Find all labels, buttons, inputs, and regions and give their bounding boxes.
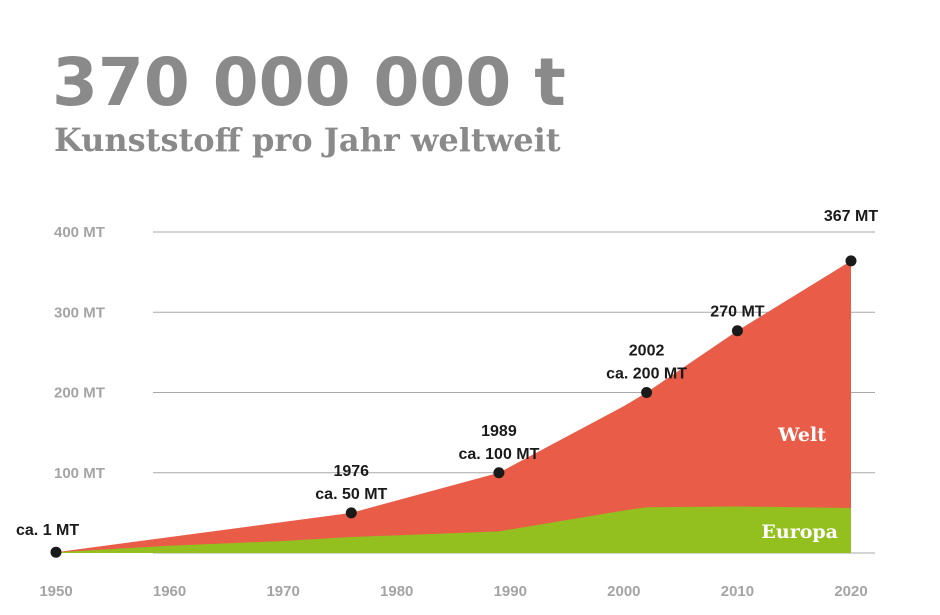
x-tick-label: 2010 [721, 583, 754, 600]
area-series [56, 260, 851, 553]
y-tick-label: 400 MT [54, 224, 105, 241]
x-tick-label: 1990 [494, 583, 527, 600]
data-point-label: ca. 1 MT [16, 522, 79, 539]
series-labels: Welt Europa [761, 424, 838, 543]
y-tick-label: 200 MT [54, 385, 105, 402]
data-point-marker [493, 467, 505, 479]
data-point-label: 1976 [333, 463, 369, 480]
headline-subtitle: Kunststoff pro Jahr weltweit [54, 121, 561, 159]
data-point-label: ca. 200 MT [606, 366, 687, 383]
area-welt [56, 260, 851, 553]
data-point-label: 1989 [481, 423, 517, 440]
x-tick-label: 2000 [607, 583, 640, 600]
data-point-marker [50, 546, 62, 558]
data-point-label: ca. 50 MT [315, 486, 387, 503]
data-point-marker [641, 387, 653, 398]
series-label-europa: Europa [761, 521, 838, 543]
data-point-marker [345, 507, 357, 519]
data-point-label: 270 MT [710, 304, 764, 321]
x-tick-label: 2020 [834, 583, 867, 600]
data-point-label: ca. 100 MT [458, 446, 539, 463]
headline-title: 370 000 000 t [52, 44, 566, 121]
axis-tick-labels: 100 MT 200 MT 300 MT 400 MT 1950 1960 1970 1980… [39, 224, 867, 600]
y-tick-label: 300 MT [54, 304, 105, 321]
area-europa [56, 506, 851, 553]
x-tick-label: 1980 [380, 583, 413, 600]
y-tick-label: 100 MT [54, 465, 105, 482]
x-tick-label: 1970 [266, 583, 299, 600]
data-points: ca. 1 MT 1976 ca. 50 MT 1989 ca. 100 MT 2002 c… [16, 208, 878, 558]
data-point-marker [731, 325, 743, 337]
x-tick-label: 1960 [153, 583, 186, 600]
data-point-label: 367 MT [824, 208, 878, 225]
x-tick-label: 1950 [39, 583, 72, 600]
series-label-welt: Welt [777, 424, 826, 446]
data-point-label: 2002 [629, 343, 665, 360]
data-point-marker [845, 255, 857, 267]
